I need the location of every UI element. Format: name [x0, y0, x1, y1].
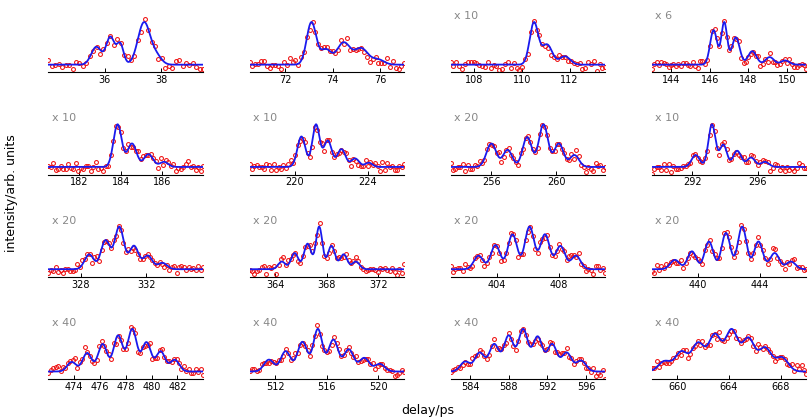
Text: x 10: x 10	[253, 114, 277, 123]
Text: x 40: x 40	[52, 318, 76, 328]
Text: x 20: x 20	[654, 216, 679, 226]
Text: x 40: x 40	[454, 318, 478, 328]
Text: x 20: x 20	[454, 216, 478, 226]
Text: x 20: x 20	[454, 114, 478, 123]
Text: x 10: x 10	[454, 11, 478, 21]
Text: x 20: x 20	[52, 216, 76, 226]
Text: x 40: x 40	[253, 318, 277, 328]
Text: x 6: x 6	[654, 11, 672, 21]
Text: x 10: x 10	[52, 114, 76, 123]
Text: x 40: x 40	[654, 318, 679, 328]
Text: delay/ps: delay/ps	[402, 404, 455, 417]
Text: intensity/arb. units: intensity/arb. units	[5, 134, 18, 252]
Text: x 20: x 20	[253, 216, 277, 226]
Text: x 10: x 10	[654, 114, 679, 123]
